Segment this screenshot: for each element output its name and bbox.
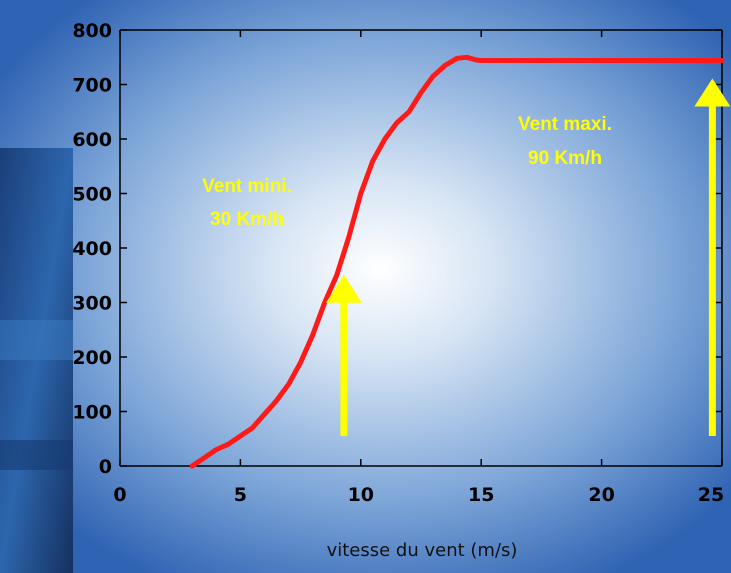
x-axis-tick-labels: 0 5 10 15 20 25 [113, 484, 724, 506]
y-tick-label: 100 [72, 402, 112, 424]
x-tick-label: 10 [348, 484, 374, 506]
y-axis-tick-labels: 0 100 200 300 400 500 600 700 800 [72, 20, 112, 478]
y-tick-label: 500 [72, 184, 112, 206]
y-tick-label: 600 [72, 129, 112, 151]
annotation-min-label-line1: Vent mini. [202, 176, 292, 197]
annotation-max-label-line2: 90 Km/h [528, 148, 602, 169]
background-photo [0, 148, 73, 573]
annotation-min-label-line2: 30 Km/h [210, 209, 284, 230]
annotation-arrowhead-1 [694, 78, 731, 107]
power-curve-series [189, 54, 725, 469]
x-tick-label: 5 [234, 484, 247, 506]
series-line-0 [189, 54, 725, 469]
x-tick-label: 20 [588, 484, 614, 506]
annotation-arrowhead-0 [325, 274, 362, 303]
x-tick-label: 15 [468, 484, 494, 506]
annotation-arrows [325, 78, 731, 437]
x-tick-label: 25 [698, 484, 724, 506]
y-tick-label: 0 [99, 456, 112, 478]
annotation-max-label-line1: Vent maxi. [518, 114, 612, 135]
x-tick-label: 0 [113, 484, 126, 506]
y-tick-label: 300 [72, 293, 112, 315]
y-tick-label: 700 [72, 75, 112, 97]
y-tick-label: 800 [72, 20, 112, 42]
axis-ticks [119, 29, 723, 467]
y-tick-label: 400 [72, 238, 112, 260]
y-tick-label: 200 [72, 347, 112, 369]
x-axis-label: vitesse du vent (m/s) [327, 540, 518, 561]
